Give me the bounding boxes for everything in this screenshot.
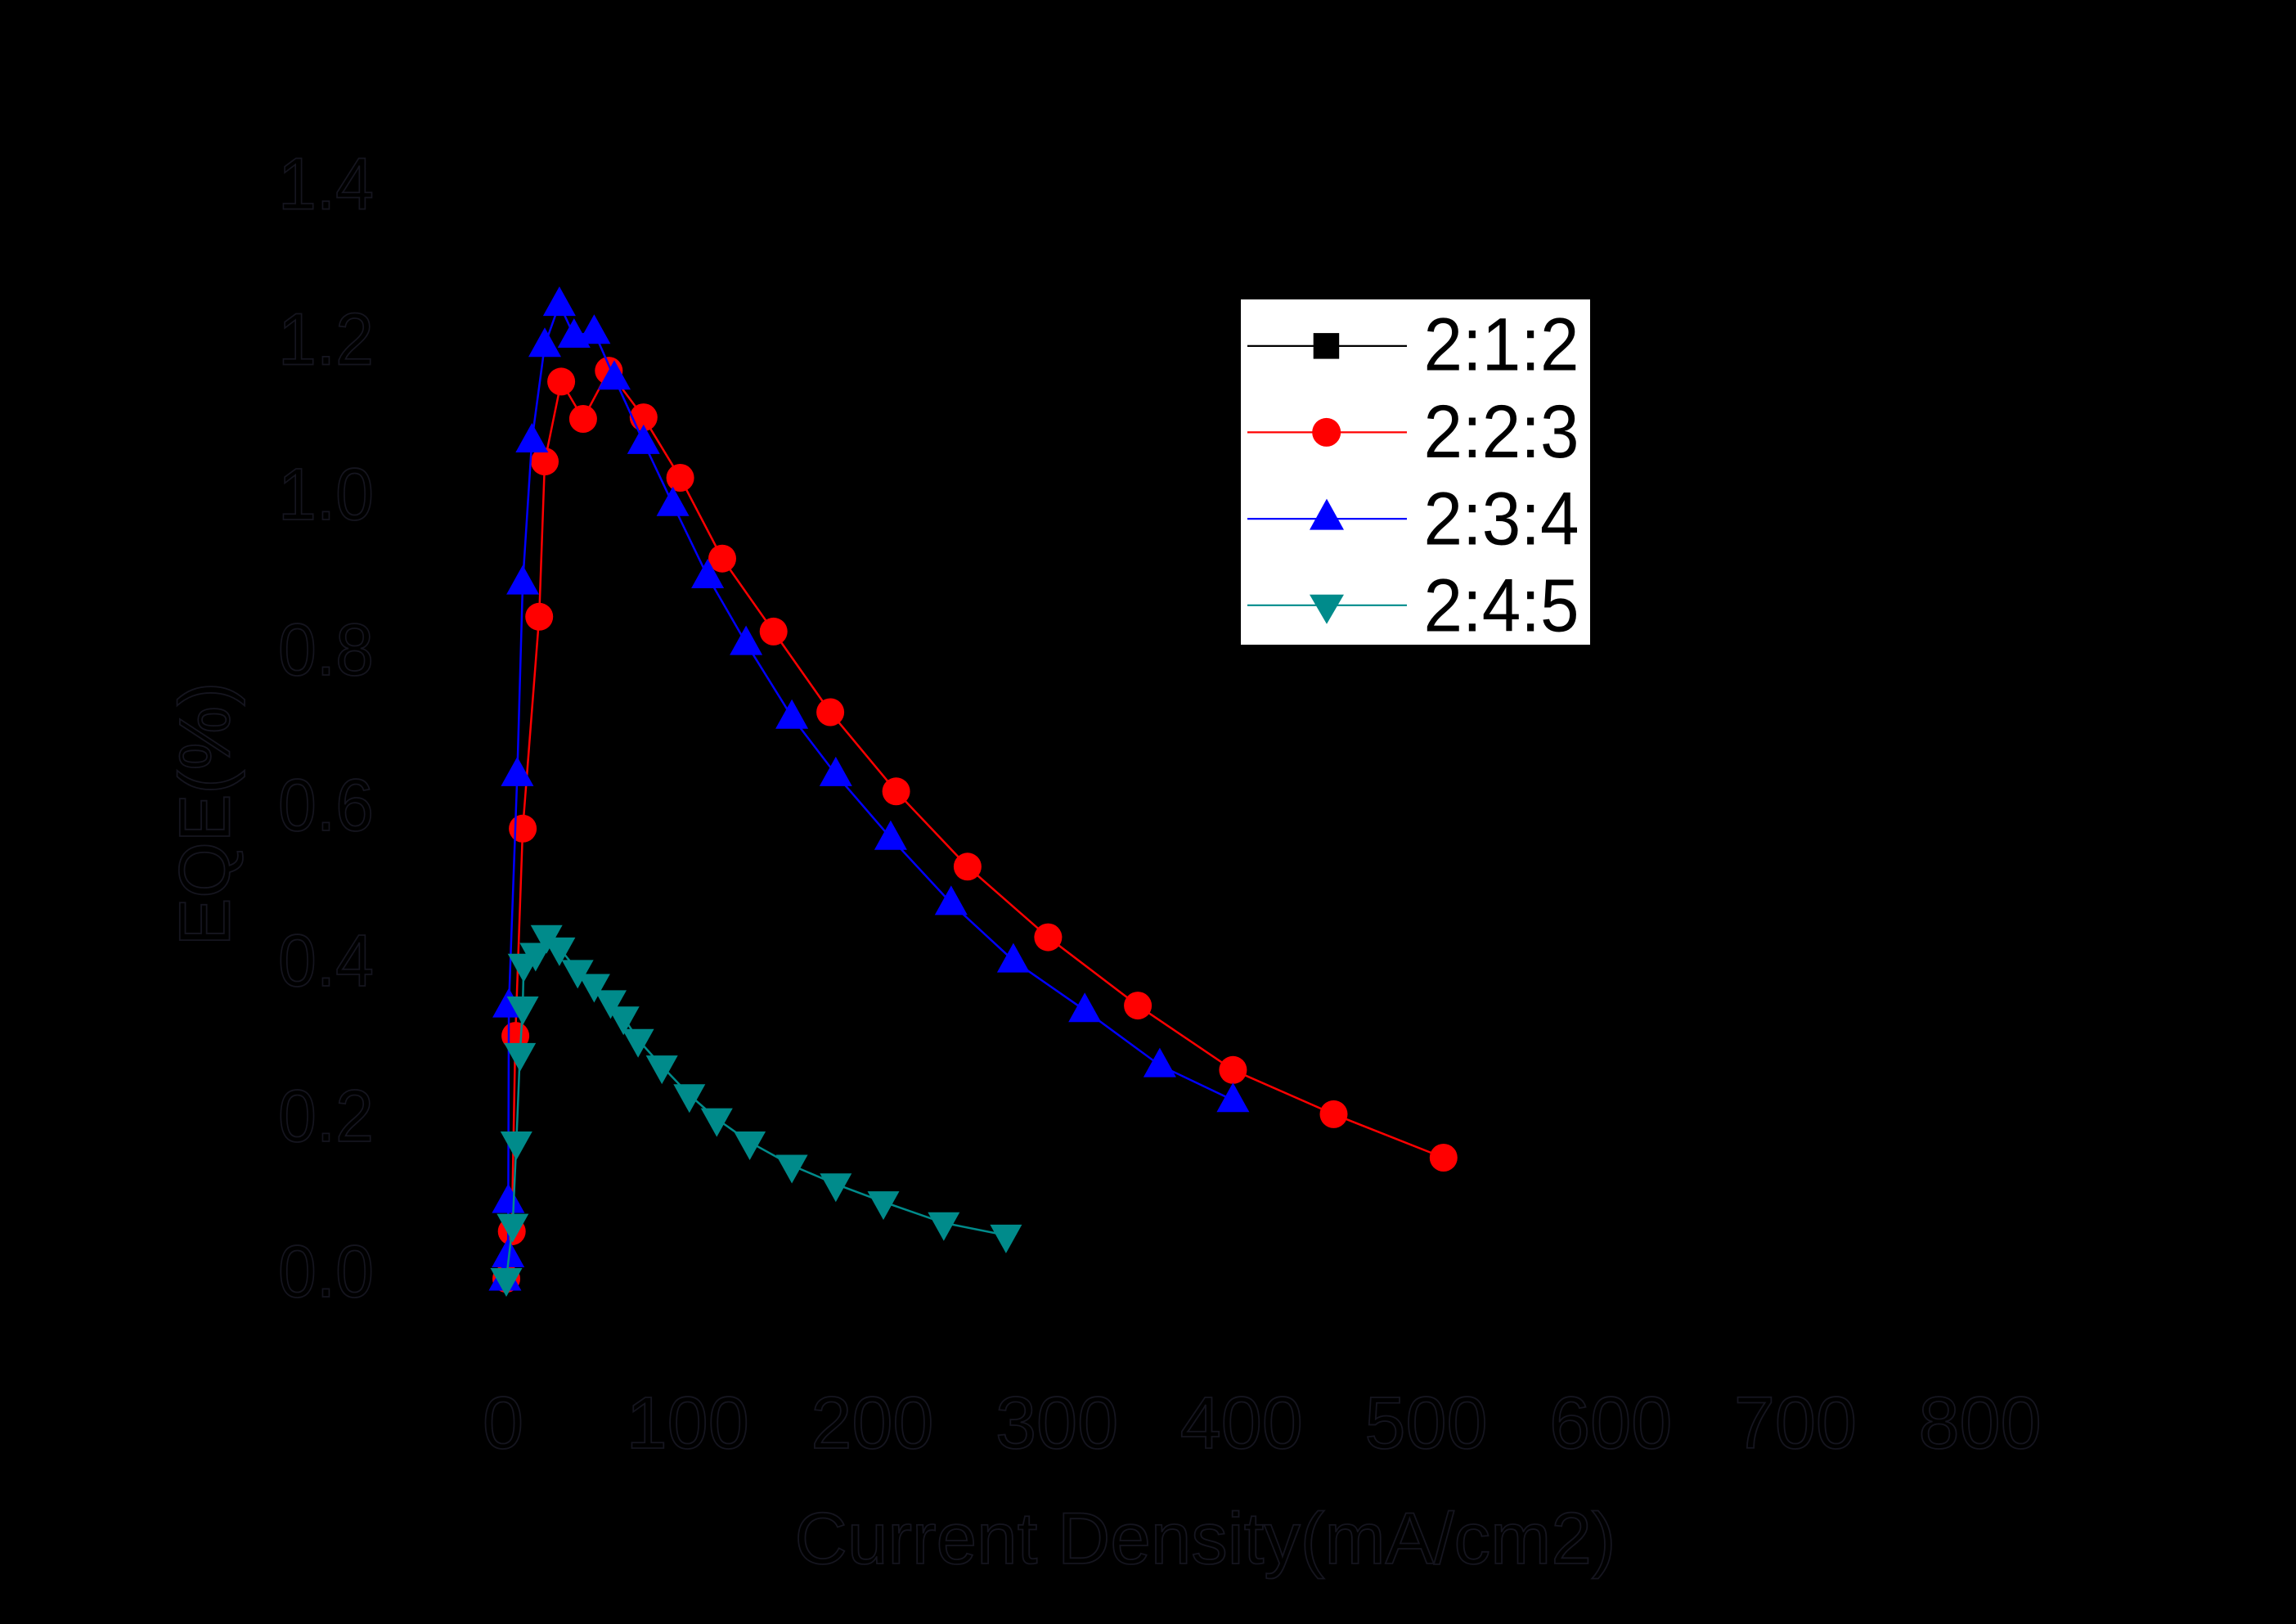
svg-text:300: 300: [995, 1383, 1118, 1464]
svg-text:0.2: 0.2: [278, 1076, 374, 1158]
svg-text:2:2:3: 2:2:3: [1424, 390, 1579, 474]
svg-text:2:1:2: 2:1:2: [1424, 303, 1579, 386]
svg-text:0.0: 0.0: [278, 1231, 374, 1313]
svg-text:400: 400: [1180, 1383, 1303, 1464]
svg-text:2:3:4: 2:3:4: [1424, 477, 1579, 560]
svg-text:200: 200: [811, 1383, 933, 1464]
svg-text:0.4: 0.4: [278, 920, 374, 1002]
svg-text:700: 700: [1734, 1383, 1857, 1464]
svg-text:800: 800: [1919, 1383, 2042, 1464]
svg-text:100: 100: [627, 1383, 749, 1464]
svg-text:600: 600: [1549, 1383, 1672, 1464]
svg-text:1.2: 1.2: [278, 299, 374, 380]
svg-text:2:4:5: 2:4:5: [1424, 565, 1579, 648]
svg-text:EQE(%): EQE(%): [164, 682, 245, 947]
svg-text:1.0: 1.0: [278, 454, 374, 536]
svg-text:500: 500: [1364, 1383, 1487, 1464]
svg-text:0.8: 0.8: [278, 610, 374, 691]
svg-text:0.6: 0.6: [278, 765, 374, 847]
svg-text:1.4: 1.4: [278, 143, 374, 225]
svg-text:Current Density(mA/cm2): Current Density(mA/cm2): [795, 1497, 1616, 1579]
svg-text:0: 0: [483, 1383, 523, 1464]
